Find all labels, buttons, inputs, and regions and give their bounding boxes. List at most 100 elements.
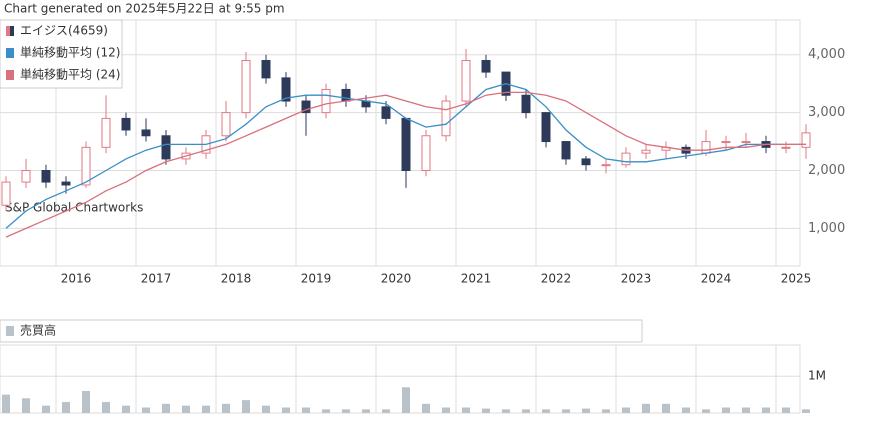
candle-body xyxy=(41,169,51,183)
volume-bar xyxy=(402,387,410,413)
volume-bar xyxy=(702,409,710,413)
candle-body xyxy=(341,88,351,102)
volume-bar xyxy=(302,407,310,413)
candle-body xyxy=(141,129,151,137)
legend-label: 売買高 xyxy=(20,323,56,338)
volume-bar xyxy=(142,407,150,413)
candle-body xyxy=(521,94,531,114)
volume-bar xyxy=(802,409,810,413)
price-panel xyxy=(0,19,801,267)
volume-bar xyxy=(722,407,730,413)
volume-bar xyxy=(202,405,210,413)
volume-bar xyxy=(262,405,270,413)
candle-body xyxy=(641,149,651,154)
legend-box xyxy=(0,19,123,89)
legend-swatch xyxy=(6,326,14,336)
y-tick-label: 1M xyxy=(808,369,826,383)
volume-bar xyxy=(82,390,90,413)
candle-body xyxy=(61,181,71,186)
y-tick-label: 2,000 xyxy=(808,163,845,178)
volume-bar xyxy=(482,408,490,413)
volume-bar xyxy=(362,409,370,413)
candle-body xyxy=(601,164,611,167)
volume-panel xyxy=(0,344,801,414)
legend-swatch xyxy=(6,48,14,58)
legend-label: 単純移動平均 (12) xyxy=(20,46,120,60)
candle-body xyxy=(741,141,751,144)
volume-bar xyxy=(322,409,330,413)
volume-bar xyxy=(42,405,50,413)
candle-body xyxy=(721,141,731,144)
candle-body xyxy=(121,117,131,131)
candle-body xyxy=(301,100,311,114)
candle-body xyxy=(781,146,791,149)
legend-box xyxy=(0,319,643,343)
volume-bar xyxy=(62,401,70,413)
candle-body xyxy=(461,60,471,102)
x-tick-label: 2021 xyxy=(461,272,492,286)
volume-bar xyxy=(122,405,130,413)
volume-bar xyxy=(782,407,790,413)
x-tick-label: 2022 xyxy=(541,272,572,286)
x-tick-label: 2016 xyxy=(61,272,92,286)
x-tick-label: 2020 xyxy=(381,272,412,286)
volume-bar xyxy=(562,409,570,413)
volume-bar xyxy=(442,407,450,413)
legend-label: エイジス(4659) xyxy=(20,24,108,38)
candle-body xyxy=(421,135,431,171)
candle-body xyxy=(81,146,91,186)
candle-body xyxy=(281,77,291,102)
moving-average-line xyxy=(5,83,806,229)
volume-bar xyxy=(742,407,750,413)
y-tick-label: 1,000 xyxy=(808,221,845,236)
volume-bar xyxy=(2,394,10,413)
candle-body xyxy=(581,158,591,166)
y-tick-label: 4,000 xyxy=(808,47,845,62)
chart-title: Chart generated on 2025年5月22日 at 9:55 pm xyxy=(4,2,285,16)
candle-body xyxy=(221,112,231,137)
volume-bar xyxy=(222,403,230,413)
candle-body xyxy=(441,100,451,137)
volume-bar xyxy=(522,409,530,413)
candle-body xyxy=(261,60,271,79)
candle-body xyxy=(561,141,571,160)
volume-bar xyxy=(602,409,610,413)
volume-bar xyxy=(662,403,670,413)
x-tick-label: 2019 xyxy=(301,272,332,286)
volume-bar xyxy=(762,407,770,413)
legend-swatch xyxy=(10,26,14,36)
candle-body xyxy=(381,106,391,119)
candle-body xyxy=(801,132,811,148)
candle-body xyxy=(101,117,111,148)
volume-bar xyxy=(542,409,550,413)
candle-body xyxy=(1,181,11,206)
legend-label: 単純移動平均 (24) xyxy=(20,68,120,82)
x-tick-label: 2024 xyxy=(701,272,732,286)
y-tick-label: 3,000 xyxy=(808,105,845,120)
candle-body xyxy=(21,169,31,183)
volume-bar xyxy=(162,403,170,413)
volume-bar xyxy=(242,400,250,413)
volume-bar xyxy=(582,408,590,413)
legend-swatch xyxy=(6,26,10,36)
volume-bar xyxy=(422,403,430,413)
candle-body xyxy=(161,135,171,160)
volume-bar xyxy=(22,398,30,413)
moving-average-line xyxy=(5,91,806,238)
volume-bar xyxy=(102,401,110,413)
x-tick-label: 2017 xyxy=(141,272,172,286)
candle-body xyxy=(401,117,411,171)
volume-bar xyxy=(502,409,510,413)
volume-bar xyxy=(682,407,690,413)
volume-bar xyxy=(342,409,350,413)
candle-body xyxy=(481,60,491,73)
x-tick-label: 2023 xyxy=(621,272,652,286)
volume-bar xyxy=(382,409,390,413)
volume-bar xyxy=(622,407,630,413)
candle-body xyxy=(541,112,551,143)
x-tick-label: 2018 xyxy=(221,272,252,286)
x-tick-label: 2025 xyxy=(781,272,812,286)
volume-bar xyxy=(182,405,190,413)
volume-bar xyxy=(642,403,650,413)
